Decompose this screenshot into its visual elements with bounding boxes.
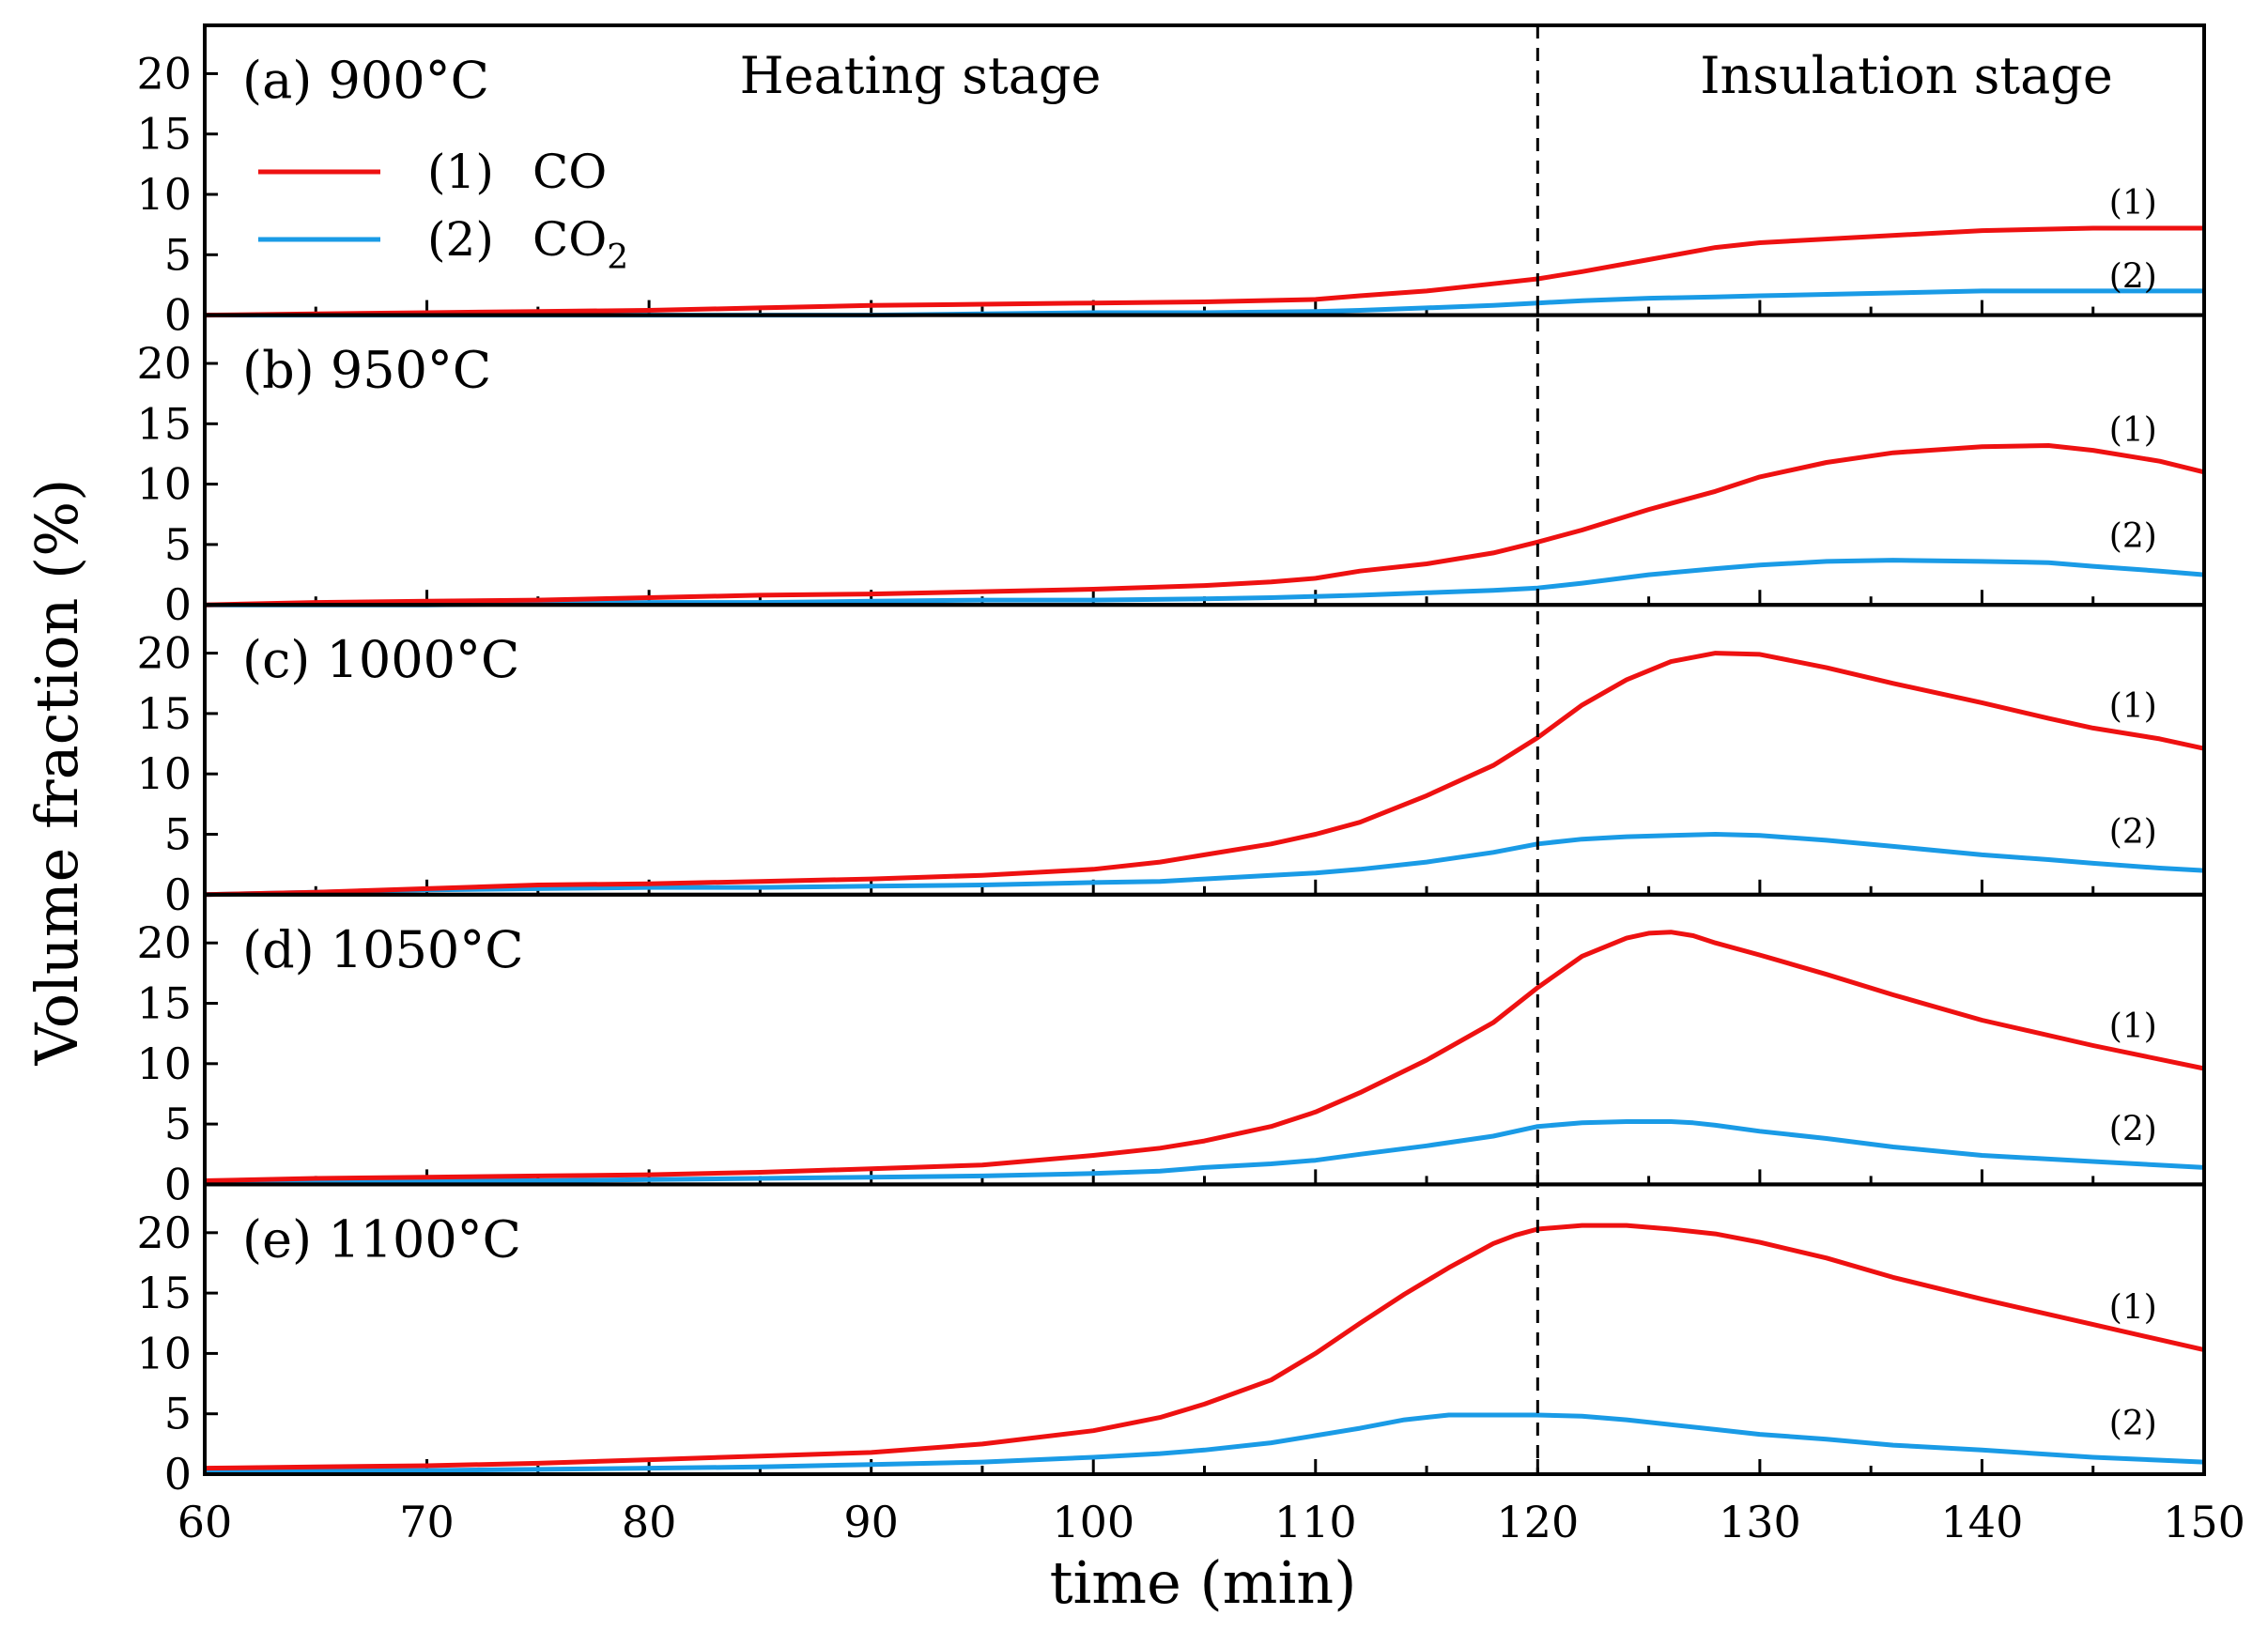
series-co-line (204, 651, 2205, 898)
y-tick-label: 0 (164, 579, 192, 630)
series-co-line (204, 443, 2205, 608)
x-axis-title: time (min) (1050, 1548, 1357, 1617)
y-tick-label: 5 (164, 229, 192, 280)
heating-stage-label: Heating stage (740, 46, 1102, 105)
panel-label: (a) 900°C (242, 51, 489, 110)
y-tick-label: 15 (136, 978, 192, 1029)
x-tick-label: 60 (177, 1497, 233, 1547)
y-tick-label: 5 (164, 809, 192, 860)
y-tick-label: 0 (164, 1449, 192, 1500)
x-tick-label: 80 (622, 1497, 677, 1547)
y-tick-label: 15 (136, 398, 192, 449)
legend: (1) CO (2) CO2 (258, 145, 628, 277)
panel-d: 0 5 10 15 20 (1) (2) (d) 1050°C (136, 892, 2206, 1209)
legend-co2-id: (2) (427, 212, 494, 267)
y-tick-label: 15 (136, 109, 192, 160)
y-tick-label: 20 (136, 917, 192, 968)
y-tick-label: 10 (136, 459, 192, 510)
y-tick-label: 10 (136, 748, 192, 799)
x-tick-label: 110 (1274, 1497, 1357, 1547)
series-co2-line (204, 1119, 2205, 1186)
y-tick-label: 15 (136, 1268, 192, 1318)
y-tick-label: 20 (136, 48, 192, 99)
curve-tag-co2: (2) (2109, 813, 2157, 852)
insulation-stage-label: Insulation stage (1700, 46, 2113, 105)
panel-label: (b) 950°C (242, 341, 491, 400)
y-tick-label: 20 (136, 628, 192, 679)
y-tick-label: 10 (136, 169, 192, 220)
curve-tag-co2: (2) (2109, 517, 2157, 556)
panel-label: (c) 1000°C (242, 630, 519, 689)
y-tick-label: 0 (164, 1159, 192, 1209)
y-tick-label: 0 (164, 290, 192, 341)
x-tick-label: 90 (843, 1497, 899, 1547)
panel-label: (d) 1050°C (242, 920, 524, 979)
x-tick-label: 140 (1941, 1497, 2024, 1547)
x-tick-label: 70 (399, 1497, 455, 1547)
y-tick-label: 20 (136, 1208, 192, 1258)
y-tick-label: 10 (136, 1038, 192, 1089)
curve-tag-co: (1) (2109, 411, 2157, 450)
panel-b: 0 5 10 15 20 (1) (2) (b) 950°C (136, 313, 2206, 630)
curve-tag-co: (1) (2109, 1289, 2157, 1328)
series-co2-line (205, 558, 2205, 608)
curve-tag-co2: (2) (2109, 257, 2157, 296)
panel-label: (e) 1100°C (242, 1209, 521, 1269)
series-co-line (204, 1223, 2205, 1471)
y-tick-label: 5 (164, 1389, 192, 1439)
curve-tag-co2: (2) (2109, 1110, 2157, 1148)
panel-c: 0 5 10 15 20 (1) (2) (c) 1000°C (136, 603, 2206, 920)
y-tick-label: 5 (164, 1099, 192, 1149)
y-tick-label: 0 (164, 869, 192, 920)
legend-co2-subscript: 2 (607, 238, 628, 277)
x-tick-label: 120 (1496, 1497, 1579, 1547)
y-tick-label: 5 (164, 519, 192, 570)
series-co2-line (204, 1412, 2205, 1474)
curve-tag-co2: (2) (2109, 1405, 2157, 1443)
series-co-line (204, 225, 2204, 318)
curve-tag-co: (1) (2109, 687, 2157, 726)
legend-co-id: (1) (427, 145, 494, 199)
panel-frame (203, 1182, 2206, 1477)
legend-co-label: CO (532, 145, 607, 199)
x-tick-label: 100 (1052, 1497, 1134, 1547)
x-axis: 60 70 80 90 100 110 120 130 140 150 (177, 1497, 2245, 1547)
curve-tag-co: (1) (2109, 1008, 2157, 1046)
y-tick-label: 10 (136, 1328, 192, 1378)
legend-co2-label: CO2 (532, 212, 628, 277)
x-tick-label: 130 (1719, 1497, 1801, 1547)
y-axis-title: Volume fraction (%) (23, 479, 91, 1067)
y-tick-label: 15 (136, 688, 192, 739)
y-tick-label: 20 (136, 338, 192, 389)
x-tick-label: 150 (2163, 1497, 2245, 1547)
series-co-line (204, 930, 2205, 1183)
panel-e: 0 5 10 15 20 (1) (2) (e) 1100°C (136, 1182, 2206, 1500)
series-co2-line (204, 832, 2205, 898)
curve-tag-co: (1) (2109, 184, 2157, 223)
legend-co2-base: CO (532, 212, 607, 267)
